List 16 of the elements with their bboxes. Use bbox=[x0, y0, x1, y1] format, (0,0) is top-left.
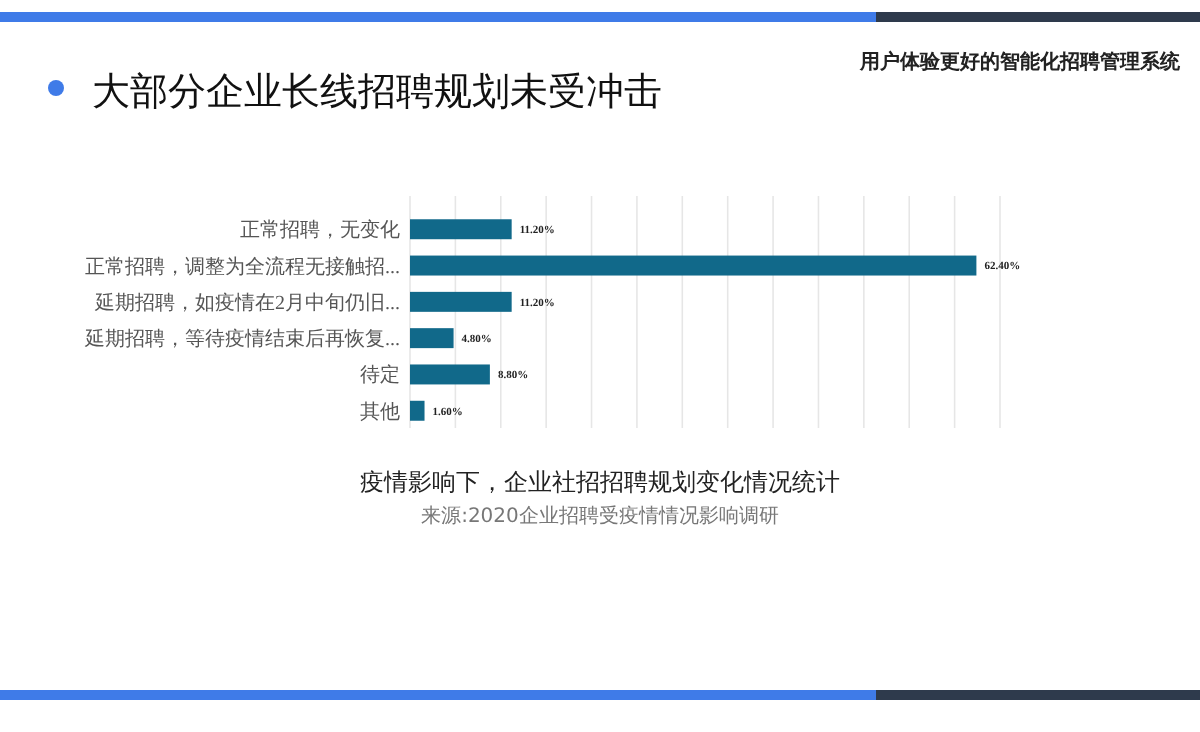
chart-title: 大部分企业长线招聘规划未受冲击 bbox=[92, 70, 662, 114]
y-tick-label: 延期招聘，等待疫情结束后再恢复... bbox=[83, 327, 400, 352]
text: 用户体验更好的智能化招聘管理系统 bbox=[858, 50, 1182, 74]
bar bbox=[410, 291, 512, 312]
y-tick-label: 延期招聘，如疫情在2月中旬仍旧... bbox=[93, 290, 400, 315]
y-tick-label: 正常招聘，无变化 bbox=[240, 218, 400, 243]
source-note: 来源:2020企业招聘受疫情情况影响调研 bbox=[421, 504, 779, 528]
bar bbox=[410, 255, 977, 276]
y-tick-label: 其他 bbox=[360, 399, 400, 424]
text: 疫情影响下，企业社招招聘规划变化情况统计 bbox=[360, 468, 840, 496]
bar bbox=[410, 219, 512, 240]
y-tick-label: 正常招聘，调整为全流程无接触招... bbox=[85, 254, 400, 279]
bar bbox=[410, 364, 490, 385]
bar bbox=[410, 328, 454, 349]
bar bbox=[410, 400, 425, 421]
y-tick-label: 待定 bbox=[360, 363, 400, 388]
